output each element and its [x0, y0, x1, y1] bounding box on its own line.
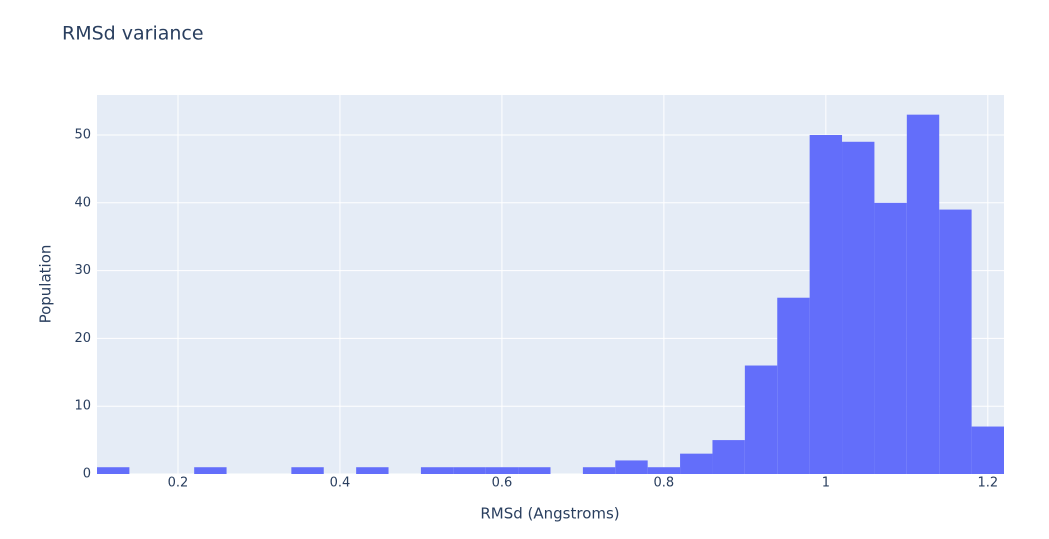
- bar: [939, 209, 972, 474]
- bar: [356, 467, 389, 474]
- x-tick-label: 0.4: [330, 476, 351, 491]
- bar: [971, 426, 1004, 474]
- y-tick-label: 50: [74, 128, 91, 143]
- x-tick-label: 1.2: [977, 476, 998, 491]
- x-axis-title: RMSd (Angstroms): [480, 505, 619, 523]
- bar: [485, 467, 519, 474]
- bar: [97, 467, 130, 474]
- y-tick-label: 30: [74, 263, 91, 278]
- y-tick-label: 0: [83, 467, 91, 482]
- bar: [680, 453, 713, 474]
- x-tick-label: 0.8: [654, 476, 675, 491]
- x-tick-label: 0.2: [168, 476, 189, 491]
- bar: [777, 297, 810, 474]
- x-tick-label: 1: [822, 476, 830, 491]
- y-tick-label: 40: [74, 195, 91, 210]
- bar: [453, 467, 486, 474]
- bar: [615, 460, 648, 474]
- bar: [582, 467, 616, 474]
- bar: [194, 467, 227, 474]
- bar: [842, 141, 875, 475]
- bar: [291, 467, 324, 474]
- bar: [518, 467, 551, 474]
- y-tick-label: 10: [74, 399, 91, 414]
- bar: [809, 135, 843, 475]
- bar: [906, 114, 940, 474]
- bar: [712, 440, 745, 474]
- x-tick-label: 0.6: [492, 476, 513, 491]
- bar: [647, 467, 681, 474]
- bar: [874, 202, 907, 474]
- y-tick-label: 20: [74, 331, 91, 346]
- bar: [744, 365, 778, 474]
- chart-title: RMSd variance: [62, 23, 204, 45]
- bar: [420, 467, 454, 474]
- y-axis-title: Population: [37, 245, 55, 324]
